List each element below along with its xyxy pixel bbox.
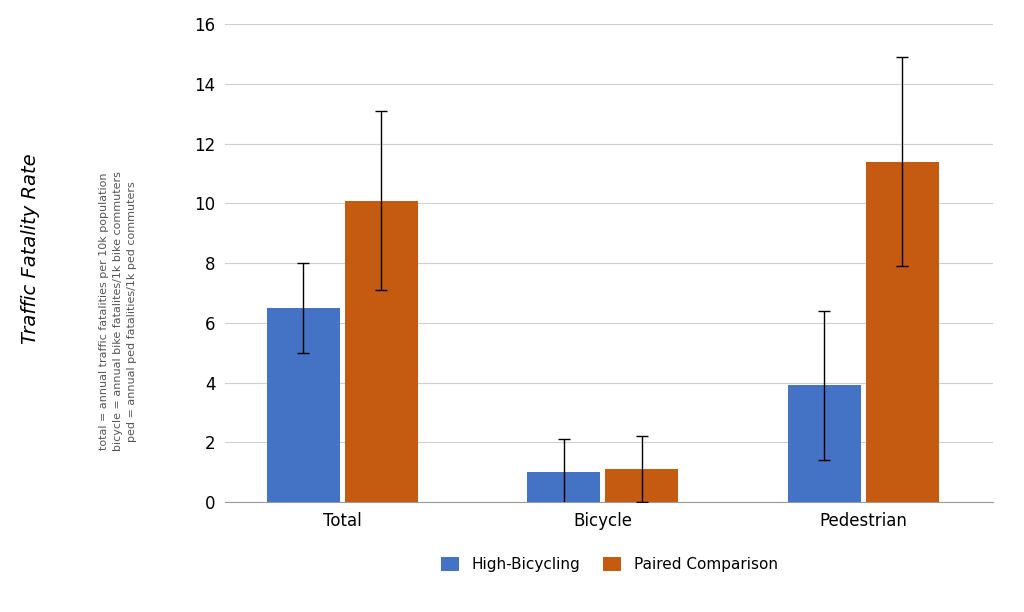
Bar xyxy=(527,472,600,502)
Bar xyxy=(605,469,678,502)
Text: Traffic Fatality Rate: Traffic Fatality Rate xyxy=(22,153,40,343)
Bar xyxy=(865,162,939,502)
Bar xyxy=(787,386,860,502)
Text: total = annual traffic fatalities per 10k population
bicycle = annual bike fatal: total = annual traffic fatalities per 10… xyxy=(98,171,137,451)
Legend: High-Bicycling, Paired Comparison: High-Bicycling, Paired Comparison xyxy=(433,550,785,580)
Bar xyxy=(345,201,418,502)
Bar xyxy=(267,308,340,502)
